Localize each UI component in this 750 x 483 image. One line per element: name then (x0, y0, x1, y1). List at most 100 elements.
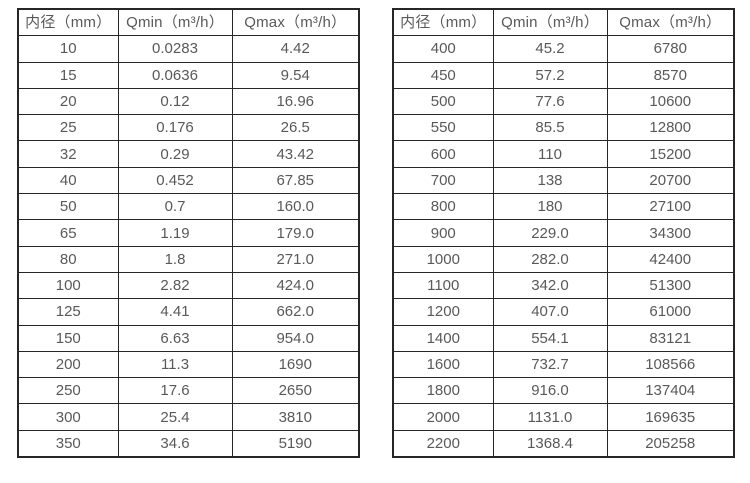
table-cell: 1690 (231, 350, 360, 379)
column-header: Qmin（m³/h） (117, 8, 233, 37)
table-cell: 342.0 (492, 271, 608, 300)
table-cell: 20700 (606, 166, 735, 195)
table-cell: 4.41 (117, 298, 233, 326)
table-cell: 11.3 (117, 350, 233, 379)
table-cell: 424.0 (231, 271, 360, 300)
table-row: 65 1.19 179.0 (17, 219, 360, 247)
table-row: 500 77.6 10600 (392, 87, 735, 116)
table-cell: 1368.4 (492, 429, 608, 458)
table-cell: 954.0 (231, 324, 360, 352)
table-cell: 0.176 (117, 114, 233, 142)
table-cell: 1200 (392, 298, 494, 326)
column-header: 内径（mm） (17, 8, 119, 37)
table-cell: 6.63 (117, 324, 233, 352)
table-cell: 25 (17, 114, 119, 142)
table-row: 1200 407.0 61000 (392, 298, 735, 326)
table-row: 550 85.5 12800 (392, 114, 735, 142)
column-header: Qmin（m³/h） (492, 8, 608, 37)
table-cell: 0.0283 (117, 35, 233, 63)
table-row: 150 6.63 954.0 (17, 324, 360, 352)
table-cell: 83121 (606, 324, 735, 352)
header-row: 内径（mm） Qmin（m³/h） Qmax（m³/h） (392, 8, 735, 37)
table-cell: 10600 (606, 87, 735, 116)
table-cell: 65 (17, 219, 119, 247)
table-cell: 85.5 (492, 114, 608, 142)
table-cell: 15200 (606, 140, 735, 168)
table-cell: 169635 (606, 403, 735, 431)
table-row: 800 180 27100 (392, 193, 735, 221)
table-cell: 17.6 (117, 377, 233, 405)
table-row: 200 11.3 1690 (17, 350, 360, 379)
table-cell: 2000 (392, 403, 494, 431)
table-cell: 1131.0 (492, 403, 608, 431)
table-cell: 1.19 (117, 219, 233, 247)
table-cell: 2650 (231, 377, 360, 405)
table-row: 450 57.2 8570 (392, 61, 735, 89)
table-cell: 80 (17, 245, 119, 273)
table-cell: 45.2 (492, 35, 608, 63)
header-row: 内径（mm） Qmin（m³/h） Qmax（m³/h） (17, 8, 360, 37)
table-cell: 34300 (606, 219, 735, 247)
table-cell: 1100 (392, 271, 494, 300)
table-cell: 0.452 (117, 166, 233, 195)
table-row: 10 0.0283 4.42 (17, 35, 360, 63)
table-cell: 205258 (606, 429, 735, 458)
column-header: 内径（mm） (392, 8, 494, 37)
table-row: 1000 282.0 42400 (392, 245, 735, 273)
table-cell: 300 (17, 403, 119, 431)
column-header: Qmax（m³/h） (231, 8, 360, 37)
table-cell: 6780 (606, 35, 735, 63)
table-cell: 900 (392, 219, 494, 247)
table-cell: 282.0 (492, 245, 608, 273)
table-cell: 12800 (606, 114, 735, 142)
table-cell: 9.54 (231, 61, 360, 89)
table-cell: 0.7 (117, 193, 233, 221)
table-cell: 8570 (606, 61, 735, 89)
table-cell: 43.42 (231, 140, 360, 168)
table-cell: 350 (17, 429, 119, 458)
table-cell: 15 (17, 61, 119, 89)
table-cell: 600 (392, 140, 494, 168)
table-cell: 137404 (606, 377, 735, 405)
table-row: 80 1.8 271.0 (17, 245, 360, 273)
table-cell: 1000 (392, 245, 494, 273)
table-cell: 3810 (231, 403, 360, 431)
table-cell: 150 (17, 324, 119, 352)
table-cell: 100 (17, 271, 119, 300)
table-body: 10 0.0283 4.42 15 0.0636 9.54 20 0.12 16.96 25 0.1… (17, 35, 360, 458)
table-cell: 450 (392, 61, 494, 89)
table-cell: 250 (17, 377, 119, 405)
table-cell: 1.8 (117, 245, 233, 273)
table-cell: 108566 (606, 350, 735, 379)
table-cell: 916.0 (492, 377, 608, 405)
table-cell: 16.96 (231, 87, 360, 116)
table-cell: 229.0 (492, 219, 608, 247)
table-row: 350 34.6 5190 (17, 429, 360, 458)
table-row: 250 17.6 2650 (17, 377, 360, 405)
table-cell: 700 (392, 166, 494, 195)
table-cell: 0.29 (117, 140, 233, 168)
table-cell: 2200 (392, 429, 494, 458)
table-row: 1600 732.7 108566 (392, 350, 735, 379)
table-cell: 1400 (392, 324, 494, 352)
table-cell: 554.1 (492, 324, 608, 352)
table-row: 600 110 15200 (392, 140, 735, 168)
flow-range-table-small-diameters: 内径（mm） Qmin（m³/h） Qmax（m³/h） 10 0.0283 4.42 1… (17, 8, 360, 459)
table-cell: 138 (492, 166, 608, 195)
table-cell: 2.82 (117, 271, 233, 300)
table-row: 700 138 20700 (392, 166, 735, 195)
table-cell: 180 (492, 193, 608, 221)
table-cell: 160.0 (231, 193, 360, 221)
table-cell: 57.2 (492, 61, 608, 89)
table-row: 300 25.4 3810 (17, 403, 360, 431)
table-cell: 32 (17, 140, 119, 168)
table-cell: 77.6 (492, 87, 608, 116)
column-header: Qmax（m³/h） (606, 8, 735, 37)
table-row: 125 4.41 662.0 (17, 298, 360, 326)
table-row: 900 229.0 34300 (392, 219, 735, 247)
table-cell: 20 (17, 87, 119, 116)
table-row: 400 45.2 6780 (392, 35, 735, 63)
table-row: 40 0.452 67.85 (17, 166, 360, 195)
table-row: 25 0.176 26.5 (17, 114, 360, 142)
